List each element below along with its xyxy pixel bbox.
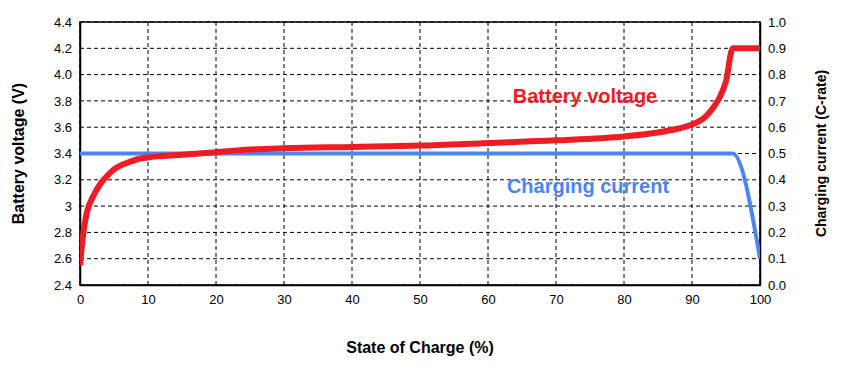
- tick: 4.4: [54, 15, 80, 30]
- tick-label: 3.2: [54, 172, 72, 187]
- tick: 4.0: [54, 67, 80, 82]
- tick: 40: [345, 285, 359, 307]
- tick-label: 90: [685, 292, 699, 307]
- tick-label: 2.4: [54, 278, 72, 293]
- tick-label: 2.6: [54, 251, 72, 266]
- tick-label: 0.5: [768, 146, 786, 161]
- tick-label: 3.8: [54, 94, 72, 109]
- plot: 0 10 20 30 40 50 60 70 80 90 100 2.4 2.6 2.8 3 3.2 3.4 3.…: [54, 15, 786, 308]
- tick: 3.8: [54, 94, 80, 109]
- tick-label: 20: [209, 292, 223, 307]
- y-axis: 2.4 2.6 2.8 3 3.2 3.4 3.6 3.8 4.0 4.2 4.4: [54, 15, 81, 293]
- tick: 2.4: [54, 278, 80, 293]
- tick: 0.9: [760, 41, 786, 56]
- tick-label: 10: [141, 292, 155, 307]
- tick-label: 0.2: [768, 225, 786, 240]
- tick: 3.6: [54, 120, 80, 135]
- tick-label: 3: [65, 199, 72, 214]
- tick-label: 4.0: [54, 67, 72, 82]
- tick: 3.2: [54, 172, 80, 187]
- tick-label: 4.2: [54, 41, 72, 56]
- grid-line-y: [80, 258, 760, 259]
- tick: 0: [77, 285, 84, 307]
- tick: 50: [413, 285, 427, 307]
- tick-label: 3.6: [54, 120, 72, 135]
- tick-label: 0.7: [768, 94, 786, 109]
- tick-label: 60: [481, 292, 495, 307]
- tick: 60: [481, 285, 495, 307]
- tick: 0.0: [760, 278, 786, 293]
- tick-label: 0.9: [768, 41, 786, 56]
- tick-label: 0.1: [768, 251, 786, 266]
- tick: 20: [209, 285, 223, 307]
- tick: 90: [685, 285, 699, 307]
- grid-line-y: [80, 127, 760, 128]
- tick: 1.0: [760, 15, 786, 30]
- tick: 0.5: [760, 146, 786, 161]
- y-axis-title: Battery voltage (V): [10, 83, 27, 224]
- tick-label: 0.4: [768, 172, 786, 187]
- tick-label: 4.4: [54, 15, 72, 30]
- tick-label: 2.8: [54, 225, 72, 240]
- tick-label: 30: [277, 292, 291, 307]
- tick: 3.4: [54, 146, 80, 161]
- axis-line: [81, 285, 761, 287]
- y2-axis: 0.0 0.1 0.2 0.3 0.4 0.5 0.6 0.7 0.8 0.9 1.0: [760, 15, 786, 293]
- tick: 0.7: [760, 94, 786, 109]
- tick-label: 0: [77, 292, 84, 307]
- tick-label: 100: [750, 292, 772, 307]
- tick: 0.3: [760, 199, 786, 214]
- tick: 80: [617, 285, 631, 307]
- tick: 30: [277, 285, 291, 307]
- tick-label: 80: [617, 292, 631, 307]
- x-axis-title: State of Charge (%): [346, 339, 494, 356]
- tick-label: 0.6: [768, 120, 786, 135]
- tick: 0.2: [760, 225, 786, 240]
- tick-label: 1.0: [768, 15, 786, 30]
- tick: 0.6: [760, 120, 786, 135]
- series-line: [80, 48, 760, 265]
- tick-label: 3.4: [54, 146, 72, 161]
- plot-frame: [80, 22, 760, 285]
- grid-line-y: [80, 232, 760, 233]
- tick-label: 0.3: [768, 199, 786, 214]
- tick: 10: [141, 285, 155, 307]
- tick-label: 0.8: [768, 67, 786, 82]
- series-label: Charging current: [507, 175, 670, 197]
- tick-label: 70: [549, 292, 563, 307]
- y2-axis-title: Charging current (C-rate): [813, 70, 829, 237]
- axis-line: [760, 23, 762, 286]
- tick-label: 50: [413, 292, 427, 307]
- tick-label: 0.0: [768, 278, 786, 293]
- grid-line-y: [80, 100, 760, 101]
- grid-line-y: [80, 206, 760, 207]
- tick: 0.8: [760, 67, 786, 82]
- tick: 3: [65, 199, 80, 214]
- grid-line-y: [80, 48, 760, 49]
- tick-label: 40: [345, 292, 359, 307]
- tick: 70: [549, 285, 563, 307]
- tick: 4.2: [54, 41, 80, 56]
- tick: 0.4: [760, 172, 786, 187]
- x-axis: 0 10 20 30 40 50 60 70 80 90 100: [77, 285, 771, 307]
- series-label: Battery voltage: [513, 85, 658, 107]
- series-line: [80, 154, 760, 259]
- grid: [80, 22, 760, 285]
- chart: 0 10 20 30 40 50 60 70 80 90 100 2.4 2.6 2.8 3 3.2 3.4 3.…: [0, 0, 850, 367]
- tick: 2.6: [54, 251, 80, 266]
- tick: 2.8: [54, 225, 80, 240]
- lines: [80, 48, 760, 265]
- grid-line-y: [80, 74, 760, 75]
- tick: 0.1: [760, 251, 786, 266]
